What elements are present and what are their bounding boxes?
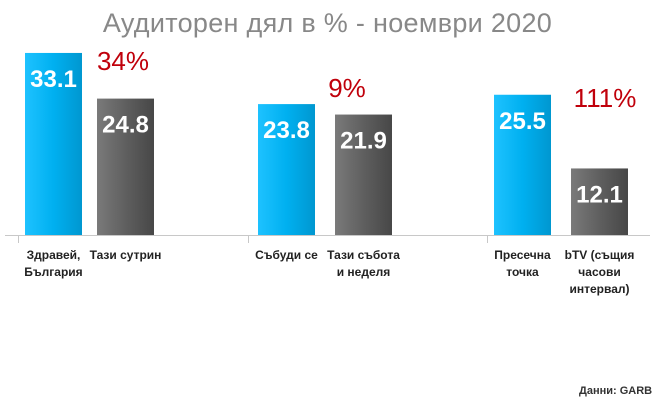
bar — [25, 52, 82, 236]
data-label: 33.1 — [30, 66, 77, 93]
data-label: 24.8 — [102, 112, 149, 139]
category-label: точка — [506, 265, 539, 279]
category-label: Здравей, — [27, 248, 81, 262]
bar — [97, 98, 154, 235]
bar — [335, 114, 392, 235]
category-label: Пресечна — [494, 248, 551, 262]
bar — [571, 168, 628, 235]
data-label: 21.9 — [340, 128, 387, 155]
difference-label: 9% — [328, 73, 366, 103]
category-label: Събуди се — [255, 248, 318, 262]
chart-title: Аудиторен дял в % - ноември 2020 — [102, 8, 553, 38]
category-label: Тази сутрин — [90, 248, 162, 262]
category-label: bTV (същия — [565, 248, 635, 262]
data-label: 23.8 — [263, 117, 310, 144]
data-label: 25.5 — [499, 108, 546, 135]
bars — [25, 52, 628, 236]
data-label: 12.1 — [576, 181, 623, 208]
bar — [494, 94, 551, 235]
labels: 33.1 Здравей, България 24.8 Тази сутрин 34% 23… — [24, 46, 636, 296]
category-label: България — [24, 265, 82, 279]
category-label: и неделя — [337, 265, 391, 279]
category-label: часови — [578, 265, 620, 279]
category-label: Тази събота — [327, 248, 400, 262]
category-label: интервал) — [569, 282, 629, 296]
difference-label: 34% — [97, 46, 149, 76]
difference-label: 111% — [574, 83, 637, 113]
grid-lines — [5, 235, 650, 243]
source-note: Данни: GARB — [579, 385, 653, 397]
bar — [258, 104, 315, 235]
